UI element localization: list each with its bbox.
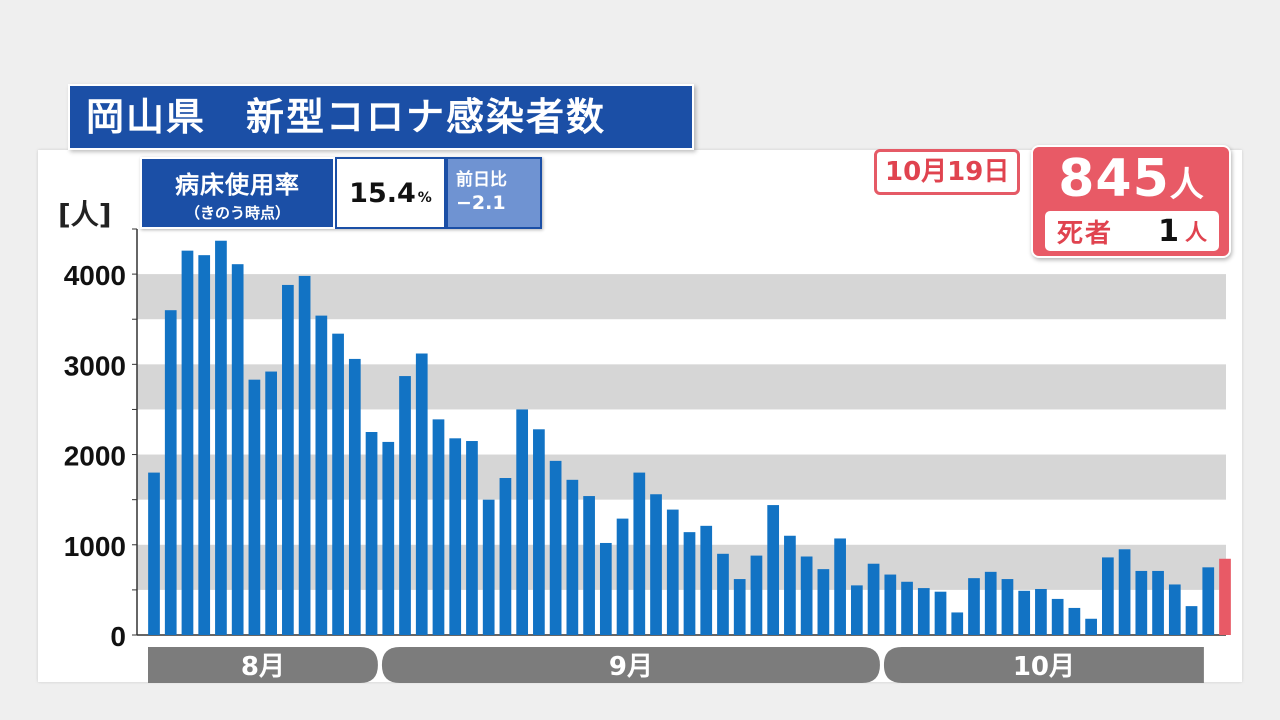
bar	[348, 358, 361, 635]
bar	[282, 284, 294, 635]
bed-usage-diff-value: −2.1	[456, 192, 506, 214]
bar	[181, 250, 194, 636]
bar	[1202, 567, 1215, 635]
bar	[633, 472, 646, 635]
today-count-number: 845	[1058, 149, 1170, 209]
bar	[315, 315, 328, 635]
y-tick-label: 2000	[64, 441, 126, 472]
bar	[1035, 588, 1047, 635]
today-count-unit: 人	[1169, 165, 1204, 205]
bar	[733, 579, 746, 635]
bar	[1185, 606, 1198, 635]
bar	[1018, 590, 1031, 635]
bar	[482, 499, 495, 635]
bed-usage-sublabel: （きのう時点）	[184, 204, 290, 222]
month-label: 10月	[1013, 652, 1075, 682]
bar	[1102, 557, 1114, 635]
bar	[1085, 618, 1097, 635]
bar	[583, 496, 595, 635]
bed-usage-label-box: 病床使用率 （きのう時点）	[140, 157, 335, 229]
bar	[717, 553, 729, 635]
bed-usage-label: 病床使用率	[175, 171, 300, 199]
bar	[499, 478, 512, 635]
bar	[917, 588, 930, 635]
y-tick-label: 4000	[64, 260, 126, 291]
bar	[650, 494, 662, 635]
bar	[533, 429, 545, 635]
bar	[800, 556, 813, 635]
bar	[1051, 598, 1064, 635]
bar	[1168, 584, 1181, 635]
bed-usage-value: 15.4	[349, 177, 416, 209]
bar	[884, 574, 897, 635]
grid-band	[137, 274, 1226, 320]
y-tick-label: 0	[110, 621, 126, 652]
bar	[683, 532, 696, 635]
month-label: 8月	[241, 652, 285, 682]
bar	[399, 376, 411, 635]
bar	[901, 581, 913, 635]
bar	[934, 591, 947, 635]
report-date: 10月19日	[874, 149, 1021, 195]
bar	[298, 275, 311, 635]
death-count: 1	[1158, 213, 1179, 249]
bar	[549, 460, 562, 635]
bar	[700, 525, 713, 635]
today-count: 845人	[1033, 149, 1229, 209]
bar	[365, 432, 378, 635]
bed-usage-diff-label: 前日比	[456, 170, 507, 190]
bar	[265, 371, 277, 635]
bar	[466, 441, 478, 635]
bed-usage-value-box: 15.4 %	[335, 157, 446, 229]
bar	[164, 310, 177, 635]
bar	[1001, 579, 1014, 635]
bar	[1152, 570, 1164, 635]
y-axis-unit-label: [人]	[58, 198, 112, 231]
bed-usage-unit: %	[417, 189, 432, 206]
bar	[1068, 607, 1081, 635]
bar	[415, 353, 428, 635]
today-count-box: 845人 死者 1 人	[1031, 145, 1231, 258]
month-label: 9月	[609, 652, 653, 682]
bed-usage-box: 病床使用率 （きのう時点） 15.4 % 前日比 −2.1	[140, 157, 542, 229]
bar	[599, 542, 612, 635]
bar-today	[1219, 558, 1231, 635]
bar	[332, 333, 344, 635]
bar	[516, 409, 529, 635]
y-tick-label: 3000	[64, 350, 126, 381]
bar	[817, 569, 830, 635]
month-band	[883, 647, 1204, 683]
bar	[834, 538, 846, 635]
bar	[666, 509, 679, 635]
death-unit: 人	[1184, 221, 1207, 246]
bar	[432, 419, 445, 635]
bar	[750, 555, 763, 635]
bar	[449, 438, 462, 635]
bar	[850, 585, 863, 635]
bar	[215, 240, 227, 635]
bar	[566, 479, 579, 635]
bar	[867, 563, 880, 635]
death-label: 死者	[1057, 218, 1114, 249]
bar	[1135, 570, 1148, 635]
y-tick-label: 1000	[64, 531, 126, 562]
bar	[951, 612, 964, 635]
bar	[248, 379, 261, 635]
bar	[984, 571, 997, 635]
month-band	[148, 647, 378, 683]
bar	[198, 255, 211, 636]
month-band	[381, 647, 880, 683]
bar	[968, 578, 980, 635]
bar	[767, 505, 780, 635]
bar	[784, 535, 796, 635]
bar	[382, 441, 395, 635]
bed-usage-diff-box: 前日比 −2.1	[446, 157, 542, 229]
bar	[148, 472, 160, 635]
bar	[231, 264, 244, 635]
chart-title: 岡山県 新型コロナ感染者数	[68, 84, 694, 150]
death-count-box: 死者 1 人	[1045, 211, 1219, 251]
bar	[1118, 549, 1131, 635]
bar	[616, 518, 629, 635]
